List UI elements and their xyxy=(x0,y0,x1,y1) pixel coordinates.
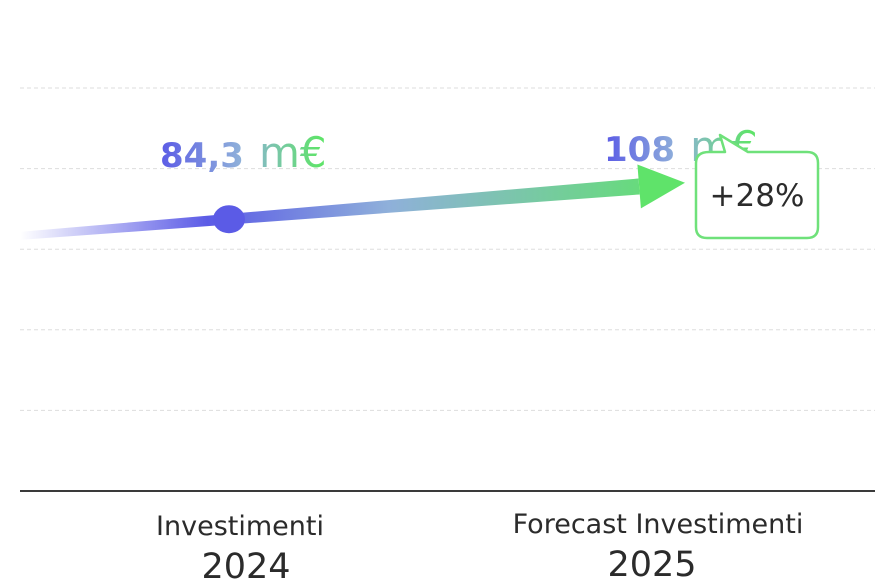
value-number-2025: 108 xyxy=(604,130,675,170)
value-label-2024: 84,3 m€ xyxy=(160,128,327,177)
trend-arrow-head xyxy=(637,164,685,209)
value-unit-2024: m€ xyxy=(259,128,327,177)
year-label-2024: 2024 xyxy=(201,547,290,585)
grid-lines xyxy=(20,87,875,411)
year-label-2025: 2025 xyxy=(607,545,696,585)
trend-arrow xyxy=(19,164,685,240)
growth-callout-bubble xyxy=(694,133,820,240)
category-labels: Investimenti 2024 Forecast Investimenti … xyxy=(156,509,803,585)
growth-callout-text: +28% xyxy=(710,178,805,214)
growth-callout: +28% xyxy=(694,133,820,240)
category-label-forecast: Forecast Investimenti xyxy=(513,509,804,540)
value-number-2024: 84,3 xyxy=(160,136,244,176)
data-point-2024 xyxy=(213,205,245,234)
trend-arrow-shaft xyxy=(19,178,640,240)
category-label-investimenti: Investimenti xyxy=(156,511,324,542)
